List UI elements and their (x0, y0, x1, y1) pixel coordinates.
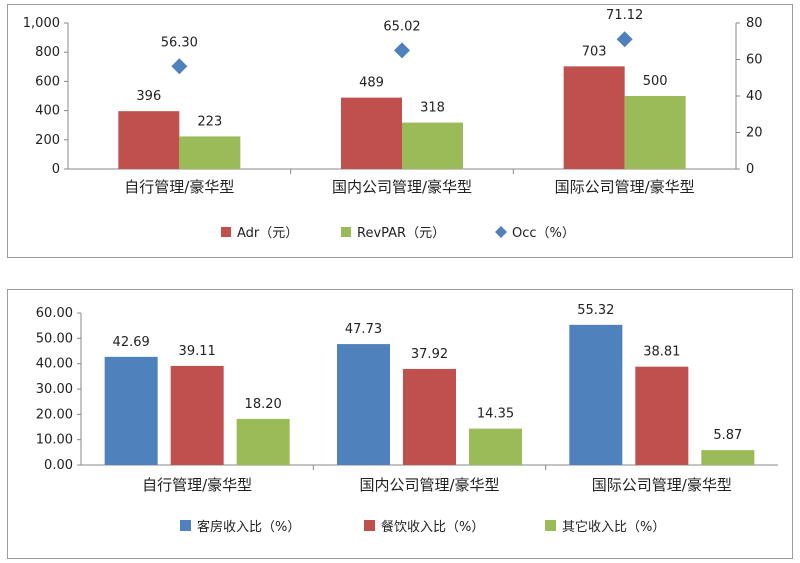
legend-label: RevPAR（元） (357, 226, 445, 241)
occ-marker (171, 58, 188, 75)
legend-label: 餐饮收入比（%） (381, 519, 484, 535)
bar-room (569, 324, 623, 465)
y-tick-label: 0 (52, 162, 60, 177)
bar-food (170, 365, 224, 465)
category-label: 国际公司管理/豪华型 (555, 178, 695, 196)
y2-tick-label: 80 (746, 16, 763, 31)
y-tick-label: 800 (35, 45, 60, 60)
bar-revpar (179, 136, 241, 169)
data-label: 38.81 (643, 345, 680, 360)
y2-tick-label: 20 (746, 126, 763, 141)
data-label: 71.12 (606, 8, 643, 23)
y2-tick-label: 0 (746, 162, 754, 177)
data-label: 65.02 (383, 19, 420, 34)
category-label: 国内公司管理/豪华型 (359, 476, 499, 494)
data-label: 55.32 (577, 303, 614, 318)
bar-room (104, 356, 158, 465)
bar-food (403, 368, 456, 465)
y-tick-label: 20.00 (36, 407, 73, 422)
bar-adr (563, 66, 625, 169)
data-label: 500 (643, 74, 668, 89)
legend-swatch (545, 520, 556, 531)
legend-swatch (364, 520, 375, 531)
data-label: 396 (136, 89, 161, 104)
bar-adr (118, 111, 180, 169)
bar-adr (341, 97, 402, 169)
y-tick-label: 400 (35, 104, 60, 119)
y-tick-label: 1,000 (23, 16, 60, 31)
data-label: 18.20 (245, 397, 282, 412)
legend-label: Occ（%） (512, 226, 575, 241)
bar-revpar (402, 122, 463, 169)
y-tick-label: 30.00 (36, 382, 73, 397)
data-label: 47.73 (345, 322, 382, 337)
data-label: 5.87 (713, 428, 742, 443)
chart-top: 0 200 400 600 800 1,000 0 20 40 60 80 396 223 56.30 自行… (23, 8, 763, 241)
data-label: 37.92 (411, 347, 448, 362)
chart-bottom: 0.00 10.00 20.00 30.00 40.00 50.00 60.00 42.69 3… (36, 303, 778, 535)
occ-marker (616, 31, 633, 48)
y-tick-label: 600 (35, 74, 60, 89)
legend-label: 客房收入比（%） (197, 519, 300, 535)
y2-tick-label: 40 (746, 89, 763, 104)
bar-other (701, 450, 755, 465)
bar-revpar (624, 96, 686, 169)
chart-panel-bottom: 0.00 10.00 20.00 30.00 40.00 50.00 60.00 42.69 3… (7, 289, 793, 559)
data-label: 318 (420, 101, 445, 116)
legend-label: 其它收入比（%） (562, 519, 665, 535)
data-label: 223 (197, 114, 222, 129)
y-tick-label: 0.00 (44, 458, 73, 473)
legend-swatch (180, 520, 191, 531)
bar-other (236, 418, 290, 465)
y-tick-label: 50.00 (36, 331, 73, 346)
y-tick-label: 60.00 (36, 306, 73, 321)
y2-tick-label: 60 (746, 53, 763, 68)
data-label: 14.35 (477, 407, 514, 422)
category-label: 自行管理/豪华型 (124, 178, 234, 196)
data-label: 703 (582, 44, 607, 59)
legend-label: Adr（元） (237, 226, 298, 241)
bar-other (469, 428, 522, 465)
category-label: 国内公司管理/豪华型 (332, 178, 472, 196)
legend-swatch (221, 227, 231, 237)
category-label: 国际公司管理/豪华型 (592, 476, 732, 494)
data-label: 56.30 (161, 35, 198, 50)
bar-room (337, 344, 390, 465)
category-label: 自行管理/豪华型 (142, 476, 252, 494)
occ-marker (394, 42, 410, 59)
y-tick-label: 10.00 (36, 433, 73, 448)
data-label: 42.69 (113, 335, 150, 350)
bar-food (635, 366, 689, 465)
legend-swatch (341, 227, 351, 237)
y-tick-label: 200 (35, 133, 60, 148)
data-label: 39.11 (179, 344, 216, 359)
y-tick-label: 40.00 (36, 357, 73, 372)
chart-panel-top: 0 200 400 600 800 1,000 0 20 40 60 80 396 223 56.30 自行… (7, 4, 793, 258)
legend-swatch-occ (495, 226, 507, 238)
data-label: 489 (359, 76, 384, 91)
